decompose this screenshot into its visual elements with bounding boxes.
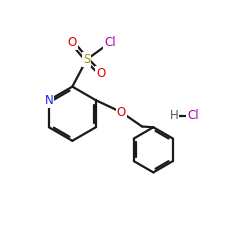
Text: H: H (170, 109, 178, 122)
Text: S: S (83, 53, 90, 66)
Text: Cl: Cl (104, 36, 116, 49)
Text: O: O (96, 67, 106, 80)
Text: O: O (117, 106, 126, 119)
Text: N: N (44, 94, 53, 107)
Text: O: O (68, 36, 77, 49)
Text: Cl: Cl (187, 109, 198, 122)
